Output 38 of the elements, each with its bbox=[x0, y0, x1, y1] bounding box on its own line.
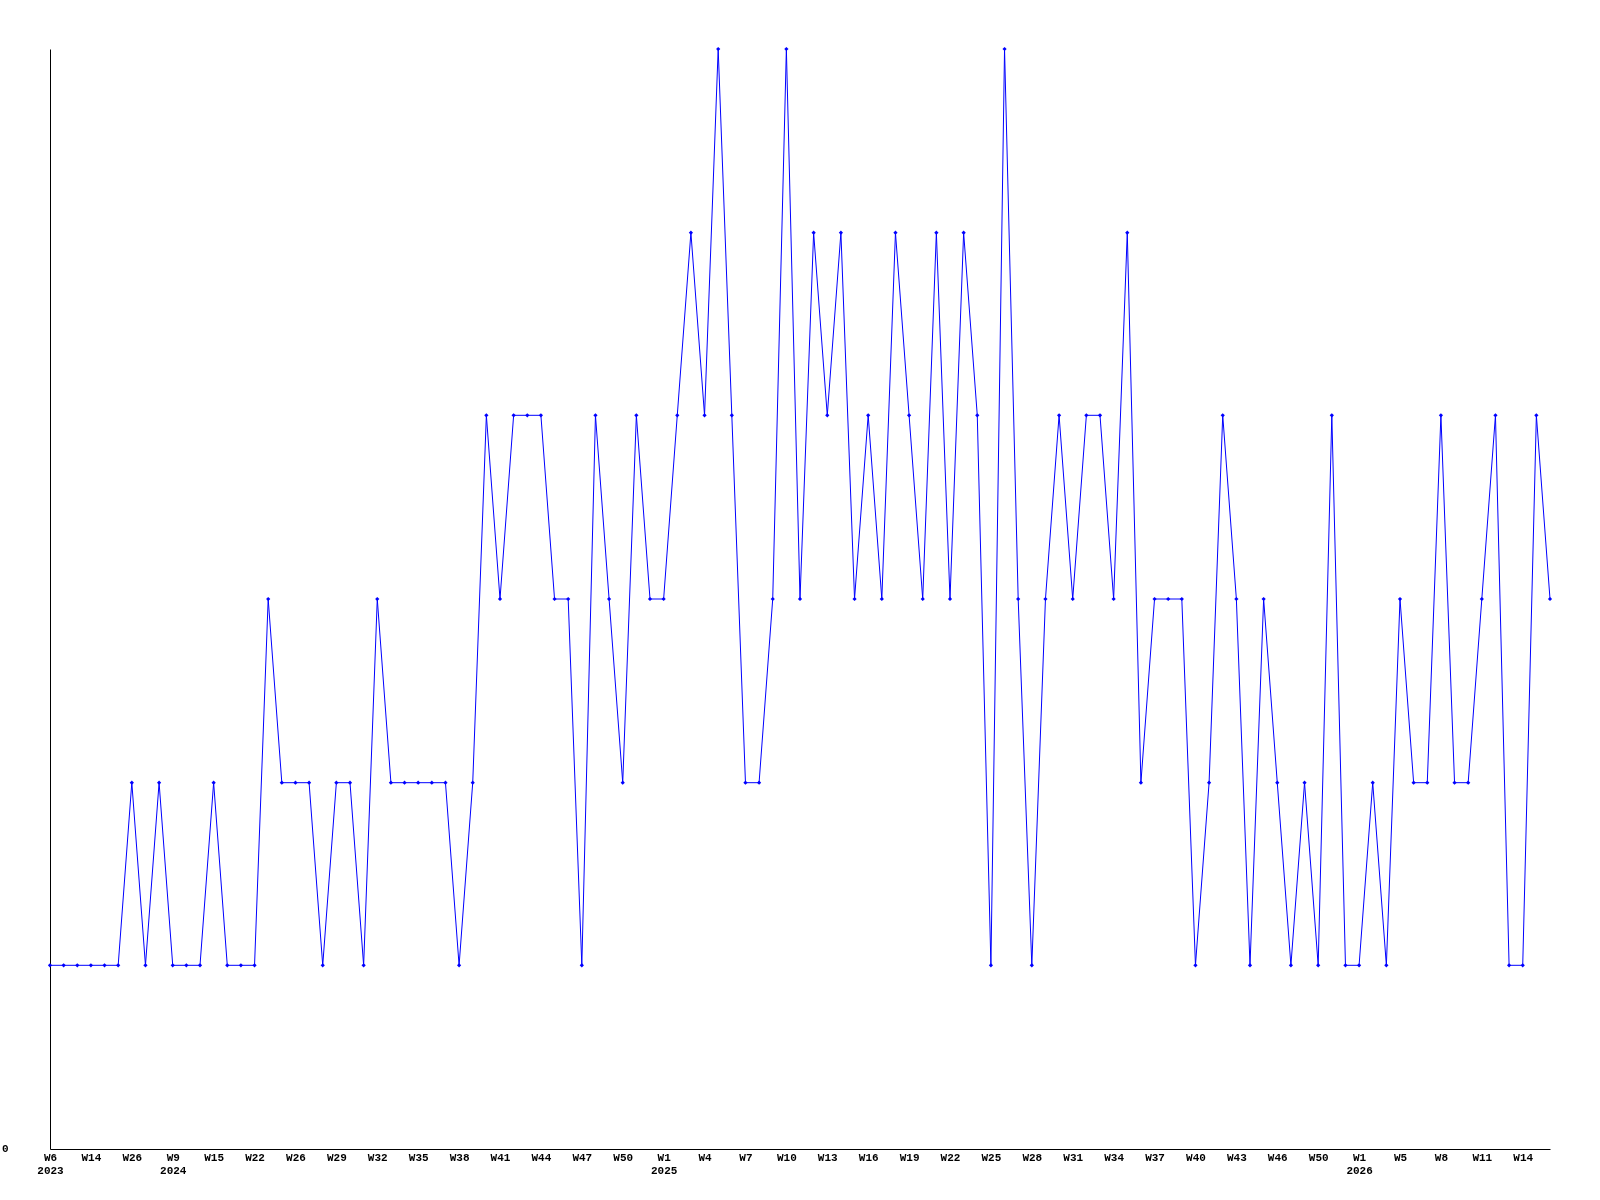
x-tick-label: W50 bbox=[1308, 1151, 1329, 1164]
x-tick-label: W14 bbox=[1513, 1151, 1534, 1164]
x-tick-label: W46 bbox=[1267, 1151, 1288, 1164]
x-tick-label: W11 bbox=[1472, 1151, 1493, 1164]
x-tick-label: W50 bbox=[613, 1151, 634, 1164]
x-tick-label: W41 bbox=[490, 1151, 511, 1164]
x-tick-label: W19 bbox=[899, 1151, 920, 1164]
x-tick-label: W7 bbox=[739, 1151, 753, 1164]
x-tick-label: W16 bbox=[858, 1151, 879, 1164]
x-tick-label: W47 bbox=[572, 1151, 593, 1164]
x-tick-label: W28 bbox=[1022, 1151, 1043, 1164]
x-tick-label: W8 bbox=[1434, 1151, 1449, 1164]
x-tick-label: W32 bbox=[367, 1151, 388, 1164]
x-tick-label: W43 bbox=[1226, 1151, 1248, 1164]
x-tick-label: W15 bbox=[204, 1151, 225, 1164]
x-tick-label: W29 bbox=[326, 1151, 347, 1164]
x-tick-label: W13 bbox=[817, 1151, 839, 1164]
x-tick-label: W6 2023 bbox=[37, 1151, 65, 1177]
x-tick-label: W14 bbox=[81, 1151, 102, 1164]
x-tick-label: W1 2026 bbox=[1346, 1151, 1373, 1177]
x-tick-label: W4 bbox=[698, 1151, 713, 1164]
x-tick-label: W34 bbox=[1104, 1151, 1125, 1164]
x-tick-label: W35 bbox=[408, 1151, 429, 1164]
x-tick-label: W40 bbox=[1186, 1151, 1206, 1164]
x-tick-label: W44 bbox=[531, 1151, 552, 1164]
x-tick-label: W10 bbox=[776, 1151, 797, 1164]
x-tick-label: W1 2025 bbox=[650, 1151, 678, 1177]
x-tick-label: W31 bbox=[1063, 1151, 1084, 1164]
x-tick-label: W26 bbox=[286, 1151, 306, 1164]
x-tick-label: W22 bbox=[940, 1151, 961, 1164]
text: 0 bbox=[2, 1143, 9, 1155]
x-tick-label: W22 bbox=[245, 1151, 265, 1164]
x-tick-label: W26 bbox=[122, 1151, 143, 1164]
x-tick-label: W38 bbox=[449, 1151, 470, 1164]
x-tick-label: W25 bbox=[981, 1151, 1002, 1164]
x-tick-label: W5 bbox=[1393, 1151, 1408, 1164]
x-tick-label: W9 2024 bbox=[160, 1151, 187, 1177]
x-tick-label: W37 bbox=[1145, 1151, 1165, 1164]
